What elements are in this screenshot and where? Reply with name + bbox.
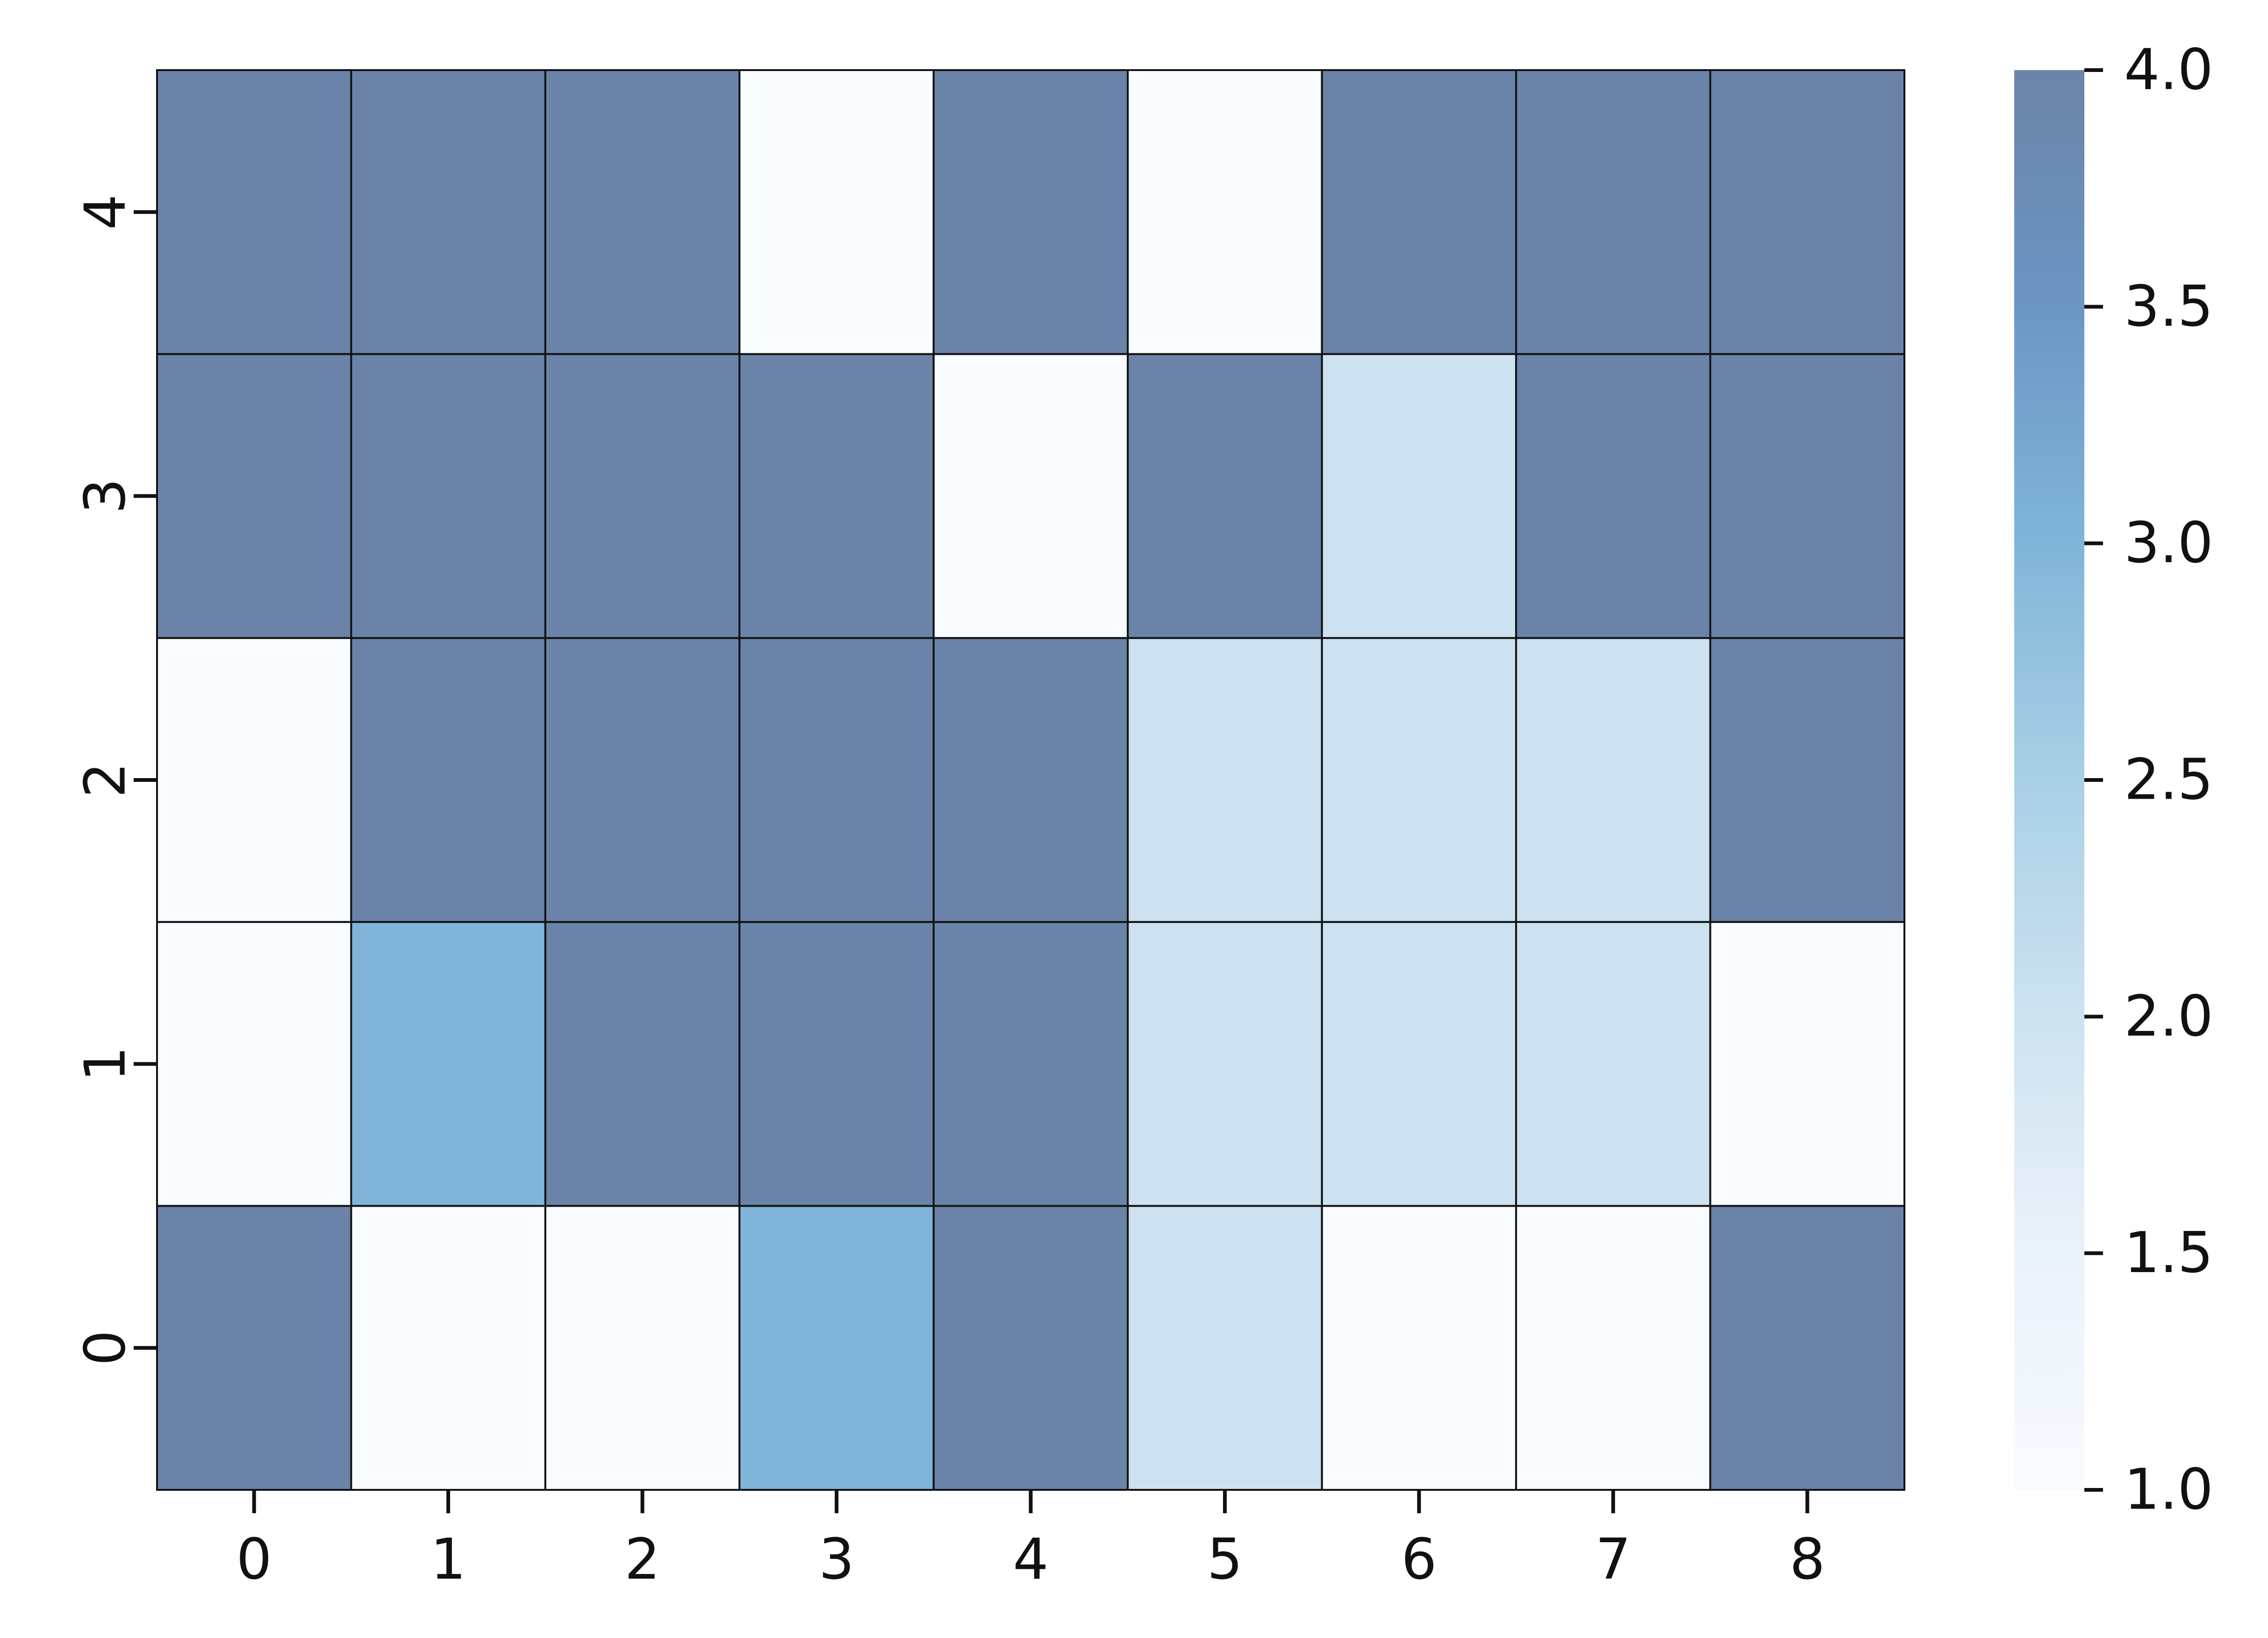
x-tick-label-3: 3 xyxy=(819,1527,854,1592)
colorbar-tick-label-2.5: 2.5 xyxy=(2124,748,2213,813)
heatmap-cell-r0-c8 xyxy=(1709,1205,1906,1491)
heatmap-cell-r3-c8 xyxy=(1709,353,1906,639)
x-tick-label-0: 0 xyxy=(236,1527,272,1592)
heatmap-cell-r4-c4 xyxy=(932,69,1129,355)
heatmap-cell-r1-c1 xyxy=(350,921,546,1207)
heatmap-cell-r1-c4 xyxy=(932,921,1129,1207)
colorbar-tick-label-3.0: 3.0 xyxy=(2124,511,2213,576)
y-tick-label-0: 0 xyxy=(73,1330,138,1366)
heatmap-cell-r4-c3 xyxy=(738,69,935,355)
heatmap-cell-r2-c3 xyxy=(738,637,935,923)
heatmap-cell-r3-c1 xyxy=(350,353,546,639)
x-tick-label-8: 8 xyxy=(1789,1527,1825,1592)
heatmap-cell-r3-c6 xyxy=(1321,353,1517,639)
heatmap-cell-r3-c4 xyxy=(932,353,1129,639)
heatmap-cell-r0-c6 xyxy=(1321,1205,1517,1491)
heatmap-cell-r2-c1 xyxy=(350,637,546,923)
x-tick-label-4: 4 xyxy=(1013,1527,1048,1592)
heatmap-cell-r3-c5 xyxy=(1127,353,1323,639)
heatmap-cell-r4-c0 xyxy=(156,69,352,355)
colorbar-tick-label-4.0: 4.0 xyxy=(2124,38,2213,103)
y-axis: 0 1 2 3 4 xyxy=(73,194,157,1366)
y-tick-label-1: 1 xyxy=(73,1046,138,1081)
heatmap-cell-r4-c7 xyxy=(1515,69,1711,355)
heatmap-cell-r4-c2 xyxy=(544,69,741,355)
heatmap-cell-r1-c8 xyxy=(1709,921,1906,1207)
heatmap-cell-r4-c1 xyxy=(350,69,546,355)
heatmap-cell-r2-c2 xyxy=(544,637,741,923)
colorbar-tick-label-1.0: 1.0 xyxy=(2124,1458,2213,1523)
heatmap-cells xyxy=(156,69,1906,1491)
x-tick-label-7: 7 xyxy=(1595,1527,1631,1592)
y-tick-label-2: 2 xyxy=(73,762,138,798)
heatmap-cell-r0-c0 xyxy=(156,1205,352,1491)
heatmap-cell-r3-c7 xyxy=(1515,353,1711,639)
y-tick-label-4: 4 xyxy=(73,194,138,230)
heatmap-cell-r1-c3 xyxy=(738,921,935,1207)
colorbar-tick-label-3.5: 3.5 xyxy=(2124,274,2213,339)
heatmap-cell-r2-c6 xyxy=(1321,637,1517,923)
heatmap-cell-r2-c8 xyxy=(1709,637,1906,923)
colorbar: 1.0 1.5 2.0 2.5 3.0 3.5 4.0 xyxy=(2014,38,2213,1523)
heatmap-cell-r4-c6 xyxy=(1321,69,1517,355)
x-tick-label-6: 6 xyxy=(1401,1527,1437,1592)
heatmap-cell-r2-c0 xyxy=(156,637,352,923)
heatmap-cell-r3-c3 xyxy=(738,353,935,639)
heatmap-cell-r2-c5 xyxy=(1127,637,1323,923)
heatmap-cell-r0-c5 xyxy=(1127,1205,1323,1491)
colorbar-tick-label-1.5: 1.5 xyxy=(2124,1221,2213,1286)
x-tick-label-2: 2 xyxy=(624,1527,660,1592)
heatmap-cell-r2-c7 xyxy=(1515,637,1711,923)
x-tick-label-5: 5 xyxy=(1207,1527,1243,1592)
heatmap-cell-r1-c7 xyxy=(1515,921,1711,1207)
colorbar-bar xyxy=(2014,70,2084,1490)
heatmap-cell-r1-c0 xyxy=(156,921,352,1207)
heatmap-cell-r1-c5 xyxy=(1127,921,1323,1207)
heatmap-cell-r4-c8 xyxy=(1709,69,1906,355)
heatmap-cell-r0-c1 xyxy=(350,1205,546,1491)
heatmap-cell-r0-c4 xyxy=(932,1205,1129,1491)
colorbar-tick-label-2.0: 2.0 xyxy=(2124,984,2213,1049)
heatmap-cell-r1-c6 xyxy=(1321,921,1517,1207)
x-axis: 0 1 2 3 4 5 6 7 8 xyxy=(236,1490,1825,1592)
heatmap-cell-r3-c2 xyxy=(544,353,741,639)
heatmap-cell-r0-c3 xyxy=(738,1205,935,1491)
x-tick-label-1: 1 xyxy=(430,1527,466,1592)
heatmap-cell-r2-c4 xyxy=(932,637,1129,923)
heatmap-cell-r3-c0 xyxy=(156,353,352,639)
y-tick-label-3: 3 xyxy=(73,478,138,514)
heatmap-cell-r4-c5 xyxy=(1127,69,1323,355)
heatmap-cell-r0-c7 xyxy=(1515,1205,1711,1491)
heatmap-cell-r1-c2 xyxy=(544,921,741,1207)
heatmap-cell-r0-c2 xyxy=(544,1205,741,1491)
